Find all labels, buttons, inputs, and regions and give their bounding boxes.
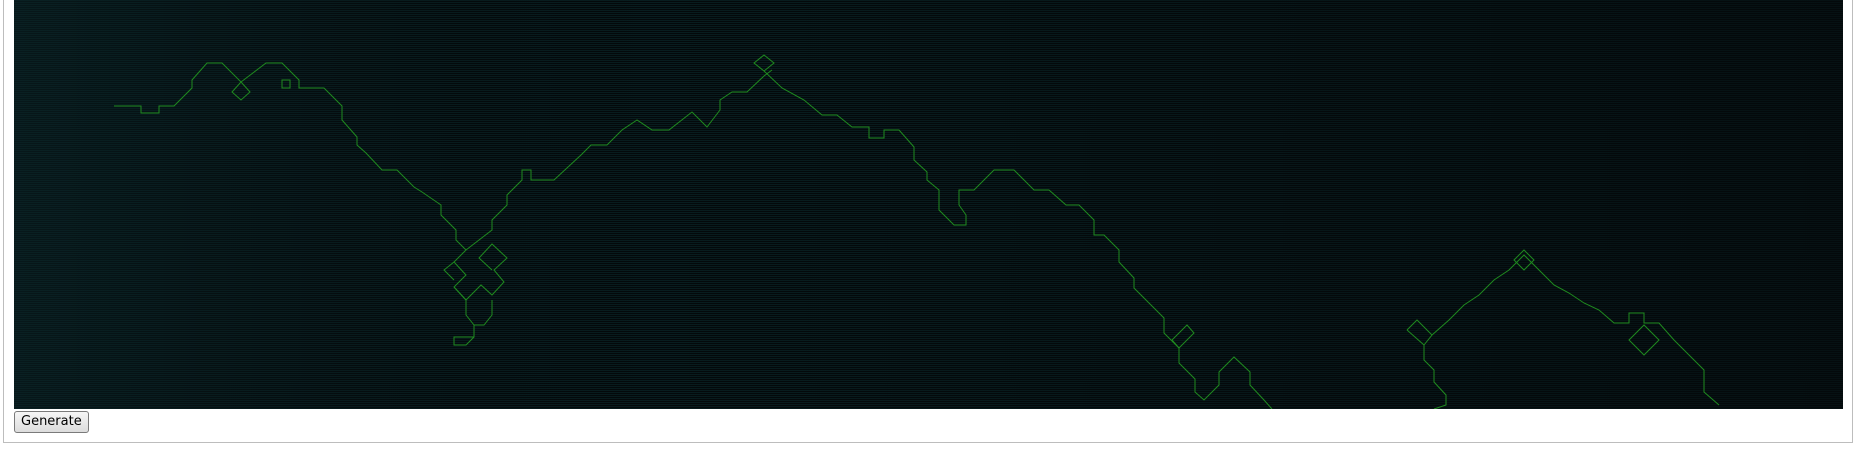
terrain-path — [114, 62, 773, 251]
terrain-path — [1513, 249, 1535, 271]
terrain-path — [763, 70, 1273, 409]
terrain-path — [453, 243, 508, 301]
terrain-path — [1628, 324, 1660, 356]
terrain-canvas[interactable] — [14, 0, 1843, 409]
terrain-path — [231, 81, 251, 101]
generate-button[interactable]: Generate — [14, 411, 89, 433]
terrain-path — [1171, 324, 1195, 349]
vignette — [14, 0, 1843, 409]
terrain-path — [1406, 329, 1447, 409]
terrain-path — [281, 79, 291, 89]
terrain-path — [1431, 254, 1720, 406]
terrain-drawing — [14, 0, 1843, 409]
terrain-path — [1406, 319, 1433, 346]
terrain-path — [443, 261, 455, 281]
